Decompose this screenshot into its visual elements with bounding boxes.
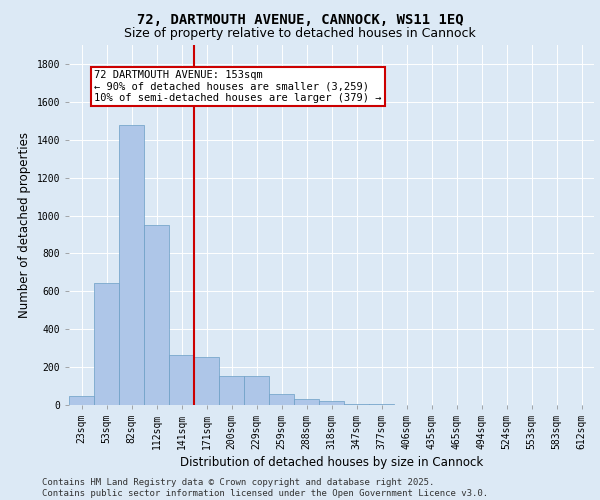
Bar xyxy=(344,404,369,405)
Bar xyxy=(369,404,394,405)
Text: Size of property relative to detached houses in Cannock: Size of property relative to detached ho… xyxy=(124,28,476,40)
Bar xyxy=(69,396,94,405)
Bar xyxy=(194,356,219,405)
Bar xyxy=(144,225,169,405)
Bar xyxy=(219,376,244,405)
Text: 72 DARTMOUTH AVENUE: 153sqm
← 90% of detached houses are smaller (3,259)
10% of : 72 DARTMOUTH AVENUE: 153sqm ← 90% of det… xyxy=(94,70,382,103)
Y-axis label: Number of detached properties: Number of detached properties xyxy=(18,132,31,318)
Bar xyxy=(119,124,144,405)
Bar xyxy=(294,400,319,405)
Text: Contains HM Land Registry data © Crown copyright and database right 2025.
Contai: Contains HM Land Registry data © Crown c… xyxy=(42,478,488,498)
Bar xyxy=(94,283,119,405)
Text: 72, DARTMOUTH AVENUE, CANNOCK, WS11 1EQ: 72, DARTMOUTH AVENUE, CANNOCK, WS11 1EQ xyxy=(137,12,463,26)
Bar xyxy=(244,376,269,405)
Bar xyxy=(319,401,344,405)
Bar xyxy=(269,394,294,405)
X-axis label: Distribution of detached houses by size in Cannock: Distribution of detached houses by size … xyxy=(180,456,483,469)
Bar xyxy=(169,355,194,405)
